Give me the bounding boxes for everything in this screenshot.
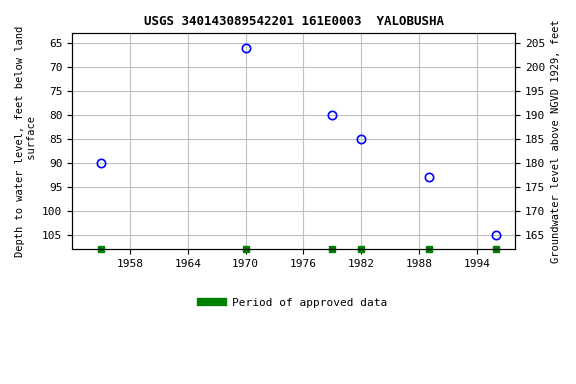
Y-axis label: Groundwater level above NGVD 1929, feet: Groundwater level above NGVD 1929, feet bbox=[551, 20, 561, 263]
Legend: Period of approved data: Period of approved data bbox=[196, 294, 392, 313]
Title: USGS 340143089542201 161E0003  YALOBUSHA: USGS 340143089542201 161E0003 YALOBUSHA bbox=[144, 15, 444, 28]
Y-axis label: Depth to water level, feet below land
 surface: Depth to water level, feet below land su… bbox=[15, 26, 37, 257]
